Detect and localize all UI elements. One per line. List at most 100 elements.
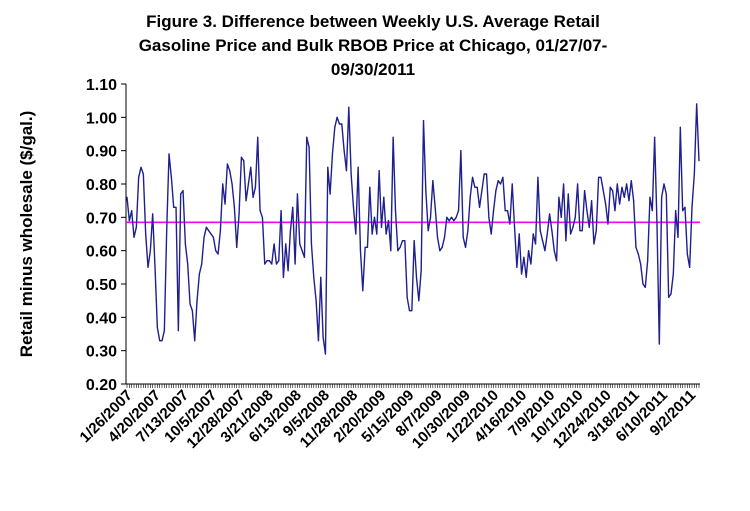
- chart-title: Figure 3. Difference between Weekly U.S.…: [139, 12, 608, 79]
- data-point: [371, 233, 373, 235]
- data-point: [380, 226, 383, 228]
- data-point: [334, 126, 336, 128]
- data-point: [509, 223, 511, 225]
- data-point: [586, 210, 588, 212]
- data-point: [598, 176, 600, 178]
- data-point: [359, 250, 362, 252]
- data-point: [474, 186, 476, 188]
- data-point: [261, 216, 264, 218]
- data-point: [259, 210, 261, 212]
- data-point: [684, 206, 686, 208]
- data-point: [511, 183, 513, 185]
- data-point: [616, 183, 618, 185]
- data-point: [584, 190, 586, 192]
- data-point: [203, 236, 205, 238]
- data-point: [499, 183, 502, 185]
- data-point: [471, 176, 474, 178]
- data-point: [532, 233, 534, 235]
- data-point: [166, 230, 168, 232]
- data-point: [450, 216, 453, 218]
- data-point: [240, 156, 242, 158]
- data-point: [490, 233, 492, 235]
- data-point: [457, 210, 460, 212]
- data-point: [593, 243, 595, 245]
- y-tick-label: 0.30: [86, 344, 117, 361]
- data-point: [658, 343, 660, 345]
- data-point: [483, 173, 485, 175]
- data-point: [595, 230, 597, 232]
- data-point: [364, 246, 366, 248]
- data-point: [154, 266, 156, 268]
- data-point: [329, 193, 331, 195]
- data-point: [506, 210, 509, 212]
- data-point: [133, 236, 135, 238]
- data-point: [623, 196, 625, 198]
- data-point: [275, 263, 278, 265]
- data-point: [672, 273, 674, 275]
- data-point: [287, 270, 289, 272]
- data-point: [369, 186, 371, 188]
- data-point: [149, 250, 151, 252]
- data-point: [504, 210, 506, 212]
- data-point: [205, 226, 207, 228]
- data-point: [656, 223, 658, 225]
- data-point: [455, 216, 457, 218]
- series-line: [126, 103, 700, 355]
- data-point: [432, 180, 434, 182]
- data-point: [313, 276, 315, 278]
- data-point: [175, 206, 177, 208]
- data-point: [252, 196, 254, 198]
- data-point: [670, 293, 672, 295]
- data-point: [478, 206, 481, 208]
- data-point: [448, 220, 450, 222]
- data-point: [427, 230, 429, 232]
- y-tick-label: 0.80: [86, 177, 117, 194]
- data-point: [350, 173, 352, 175]
- data-point: [222, 183, 224, 185]
- data-point: [217, 253, 219, 255]
- data-point: [308, 146, 310, 148]
- data-point: [609, 186, 611, 188]
- data-point: [579, 230, 581, 232]
- data-point: [443, 236, 446, 238]
- data-point: [182, 190, 184, 192]
- data-point: [679, 126, 681, 128]
- data-point: [516, 266, 518, 268]
- data-point: [628, 200, 630, 202]
- data-point: [418, 300, 420, 302]
- data-point: [577, 183, 579, 185]
- data-point: [145, 233, 147, 235]
- data-point: [387, 220, 390, 222]
- data-point: [591, 200, 593, 202]
- data-point: [189, 303, 191, 305]
- data-point: [619, 203, 621, 205]
- data-point: [562, 183, 565, 185]
- data-point: [539, 230, 541, 232]
- data-point: [621, 186, 623, 188]
- data-point: [415, 276, 418, 278]
- data-point: [138, 176, 140, 178]
- data-point: [553, 250, 555, 252]
- data-point: [518, 233, 520, 235]
- data-point: [184, 243, 186, 245]
- data-point: [352, 206, 355, 208]
- data-point: [633, 200, 635, 202]
- data-point: [355, 233, 357, 235]
- data-point: [523, 256, 525, 258]
- data-point: [343, 150, 345, 152]
- data-point: [264, 263, 266, 265]
- data-point: [434, 206, 436, 208]
- data-point: [126, 196, 128, 198]
- data-point: [366, 246, 369, 248]
- data-point: [661, 196, 663, 198]
- data-point: [394, 210, 397, 212]
- data-point: [413, 240, 415, 242]
- title-line: Gasoline Price and Bulk RBOB Price at Ch…: [139, 36, 608, 55]
- data-point: [177, 330, 179, 332]
- data-point: [219, 230, 221, 232]
- data-point: [301, 250, 303, 252]
- data-point: [224, 203, 226, 205]
- data-point: [280, 210, 282, 212]
- y-tick-label: 1.10: [86, 77, 117, 94]
- data-point: [560, 216, 562, 218]
